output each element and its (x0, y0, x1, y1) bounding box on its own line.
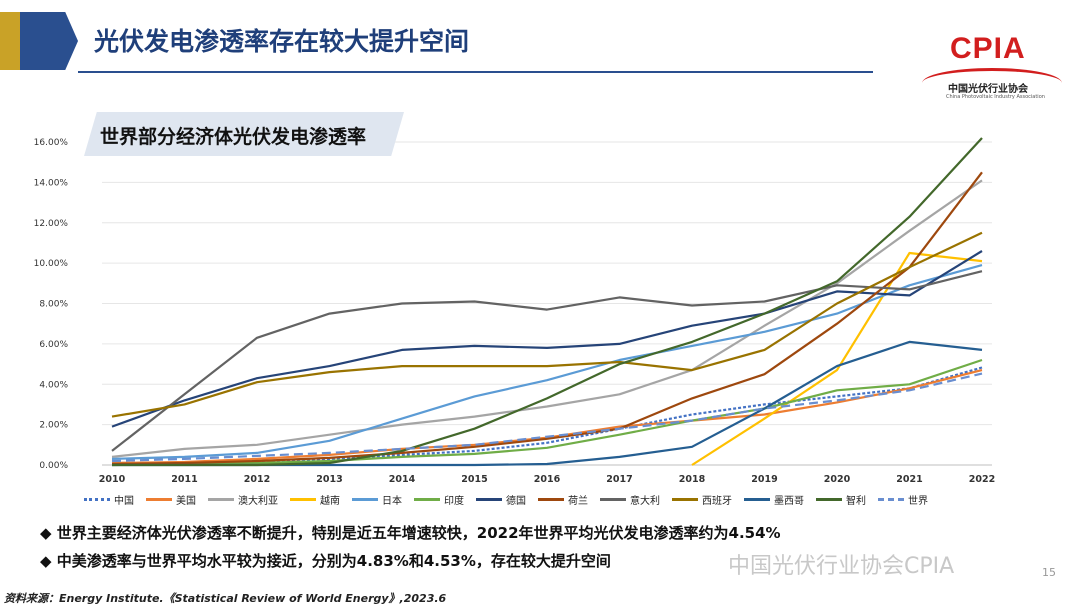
x-tick-label: 2016 (534, 474, 561, 485)
title-divider (78, 71, 873, 73)
legend-label: 印度 (444, 496, 464, 507)
legend-label: 意大利 (630, 496, 660, 507)
legend-item: 日本 (352, 492, 402, 507)
watermark: 中国光伏行业协会CPIA (728, 554, 955, 579)
legend-item: 智利 (816, 492, 866, 507)
x-tick-label: 2013 (316, 474, 342, 485)
legend-swatch (744, 498, 770, 501)
legend-item: 世界 (878, 492, 928, 507)
legend-label: 日本 (382, 496, 402, 507)
legend-swatch (816, 498, 842, 501)
chart-title: 世界部分经济体光伏发电渗透率 (100, 126, 367, 148)
legend-swatch (538, 498, 564, 501)
series-line-意大利 (111, 270, 983, 452)
header-stripe-navy (20, 12, 78, 70)
x-tick-label: 2019 (751, 474, 777, 485)
legend-item: 中国 (84, 492, 134, 507)
page-title: 光伏发电渗透率存在较大提升空间 (94, 27, 470, 56)
series-line-西班牙 (111, 231, 983, 418)
series-line-荷兰 (111, 171, 983, 466)
logo-cn: 中国光伏行业协会 (948, 84, 1028, 95)
x-tick-label: 2014 (389, 474, 416, 485)
x-tick-label: 2017 (606, 474, 632, 485)
legend-swatch (476, 498, 502, 501)
legend-swatch (352, 498, 378, 501)
bullet-text: 中美渗透率与世界平均水平较为接近，分别为4.83%和4.53%，存在较大提升空间 (56, 552, 611, 570)
x-tick-label: 2015 (461, 474, 487, 485)
legend-swatch (208, 498, 234, 501)
x-tick-label: 2020 (824, 474, 851, 485)
logo-text: CPIA (950, 32, 1026, 65)
legend-swatch (290, 498, 316, 501)
legend-swatch (672, 498, 698, 501)
legend-label: 美国 (176, 496, 196, 507)
bullet-1: ◆ 世界主要经济体光伏渗透率不断提升，特别是近五年增速较快，2022年世界平均光… (40, 522, 781, 543)
y-tick-label: 4.00% (39, 380, 68, 390)
y-tick-label: 16.00% (34, 138, 69, 148)
x-tick-label: 2012 (244, 474, 270, 485)
logo-arc (922, 68, 1062, 98)
header-stripe-gold (0, 12, 20, 70)
y-tick-label: 8.00% (39, 300, 68, 310)
legend-item: 墨西哥 (744, 492, 804, 507)
bullet-text: 世界主要经济体光伏渗透率不断提升，特别是近五年增速较快，2022年世界平均光伏发… (56, 524, 781, 542)
chart-title-box: 世界部分经济体光伏发电渗透率 (84, 112, 404, 156)
y-tick-label: 0.00% (39, 461, 68, 471)
cpia-logo: CPIA 中国光伏行业协会 China Photovoltaic Industr… (920, 28, 1070, 108)
series-line-德国 (111, 250, 983, 428)
bullet-2: ◆ 中美渗透率与世界平均水平较为接近，分别为4.83%和4.53%，存在较大提升… (40, 550, 611, 571)
legend-label: 德国 (506, 496, 526, 507)
x-tick-label: 2011 (171, 474, 197, 485)
x-tick-label: 2022 (969, 474, 995, 485)
legend-label: 智利 (846, 496, 866, 507)
line-chart: 0.00% 2.00% 4.00% 6.00% 8.00% 10.00% 12.00% 14.… (34, 137, 995, 485)
legend-swatch (600, 498, 626, 501)
legend-item: 越南 (290, 492, 340, 507)
x-tick-label: 2021 (896, 474, 922, 485)
legend-item: 印度 (414, 492, 464, 507)
legend-swatch (146, 498, 172, 501)
legend-label: 中国 (114, 496, 134, 507)
diamond-icon: ◆ (40, 552, 52, 570)
legend-item: 美国 (146, 492, 196, 507)
legend-label: 荷兰 (568, 496, 588, 507)
x-tick-label: 2010 (99, 474, 126, 485)
series-line-澳大利亚 (111, 179, 983, 458)
legend-swatch (414, 498, 440, 501)
legend-label: 西班牙 (702, 496, 732, 507)
legend-label: 澳大利亚 (238, 496, 278, 507)
x-tick-label: 2018 (679, 474, 706, 485)
legend-swatch (84, 498, 110, 501)
y-tick-label: 10.00% (34, 259, 69, 269)
legend-item: 德国 (476, 492, 526, 507)
y-tick-label: 2.00% (39, 421, 68, 431)
legend-label: 越南 (320, 496, 340, 507)
series-line-智利 (112, 137, 983, 467)
legend-item: 澳大利亚 (208, 492, 278, 507)
diamond-icon: ◆ (40, 524, 52, 542)
legend-item: 意大利 (600, 492, 660, 507)
legend-swatch (878, 498, 904, 501)
page-number: 15 (1042, 566, 1056, 579)
series-line-世界 (111, 372, 983, 463)
legend-item: 荷兰 (538, 492, 588, 507)
legend-label: 世界 (908, 496, 928, 507)
legend-label: 墨西哥 (774, 496, 804, 507)
y-tick-label: 6.00% (39, 340, 68, 350)
y-tick-label: 14.00% (34, 178, 69, 188)
legend-item: 西班牙 (672, 492, 732, 507)
logo-en: China Photovoltaic Industry Association (946, 94, 1045, 100)
series-line-印度 (111, 358, 983, 467)
y-tick-label: 12.00% (34, 219, 69, 229)
source-note: 资料来源：Energy Institute.《Statistical Revie… (4, 592, 447, 605)
chart-legend: 中国 美国 澳大利亚 越南 日本 印度 德国 荷兰 意大利 西班牙 墨西哥 智利 世界 (84, 492, 1004, 507)
series-line-日本 (111, 264, 983, 460)
